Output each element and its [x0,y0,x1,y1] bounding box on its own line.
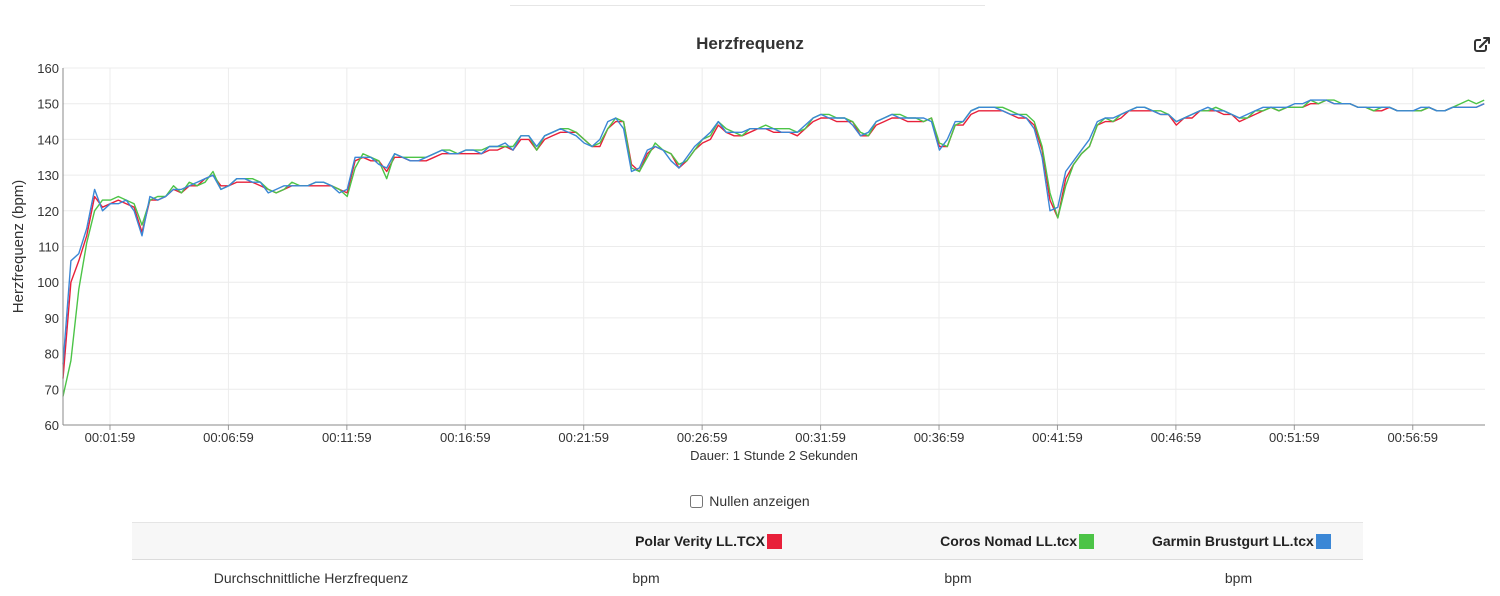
polar-swatch [767,534,782,549]
stats-header-garmin-label: Garmin Brustgurt LL.tcx [1152,533,1314,549]
x-tick-label: 00:46:59 [1151,430,1202,445]
x-axis-label: Dauer: 1 Stunde 2 Sekunden [690,448,858,463]
x-tick-label: 00:56:59 [1387,430,1438,445]
table-row: Durchschnittliche Herzfrequenz bpm bpm b… [132,560,1363,596]
y-tick-label: 100 [37,275,59,290]
y-tick-label: 110 [38,240,59,255]
x-tick-label: 00:06:59 [203,430,254,445]
y-tick-label: 150 [37,97,59,112]
show-zeros-control[interactable]: Nullen anzeigen [0,493,1500,509]
x-tick-label: 00:01:59 [85,430,136,445]
x-tick-label: 00:51:59 [1269,430,1320,445]
chart-grid [63,68,1485,425]
x-tick-label: 00:11:59 [322,430,372,445]
y-axis-label: Herzfrequenz (bpm) [10,180,27,313]
y-tick-label: 60 [45,418,59,433]
chart-axes: 60 70 80 90 100 110 120 130 140 150 160 00:01:59 00:… [10,61,1485,463]
chart-series [63,100,1484,396]
show-zeros-label: Nullen anzeigen [709,493,809,509]
y-tick-label: 80 [45,347,59,362]
y-tick-label: 90 [45,311,59,326]
series-line-coros [63,100,1484,396]
stats-header-polar-label: Polar Verity LL.TCX [635,533,765,549]
y-tick-label: 120 [37,204,59,219]
x-tick-label: 00:41:59 [1032,430,1083,445]
stats-header-empty [132,523,490,560]
stats-header-row: Polar Verity LL.TCX Coros Nomad LL.tcx G… [132,523,1363,560]
stats-header-garmin: Garmin Brustgurt LL.tcx [1114,523,1363,560]
x-tick-label: 00:36:59 [914,430,965,445]
stats-polar-value: bpm [490,560,802,596]
x-tick-label: 00:21:59 [558,430,609,445]
x-tick-label: 00:16:59 [440,430,491,445]
stats-row-label: Durchschnittliche Herzfrequenz [132,560,490,596]
show-zeros-checkbox[interactable] [690,495,703,508]
y-tick-label: 70 [45,382,59,397]
stats-header-coros-label: Coros Nomad LL.tcx [940,533,1077,549]
x-tick-label: 00:31:59 [795,430,846,445]
coros-swatch [1079,534,1094,549]
stats-header-polar: Polar Verity LL.TCX [490,523,802,560]
heart-rate-chart: 60 70 80 90 100 110 120 130 140 150 160 00:01:59 00:… [0,0,1500,470]
series-line-polar [63,100,1484,379]
y-tick-label: 140 [37,132,59,147]
y-tick-label: 160 [37,61,59,76]
stats-table: Polar Verity LL.TCX Coros Nomad LL.tcx G… [132,522,1363,596]
stats-coros-value: bpm [802,560,1114,596]
garmin-swatch [1316,534,1331,549]
stats-header-coros: Coros Nomad LL.tcx [802,523,1114,560]
stats-garmin-value: bpm [1114,560,1363,596]
y-tick-label: 130 [37,168,59,183]
x-tick-label: 00:26:59 [677,430,728,445]
